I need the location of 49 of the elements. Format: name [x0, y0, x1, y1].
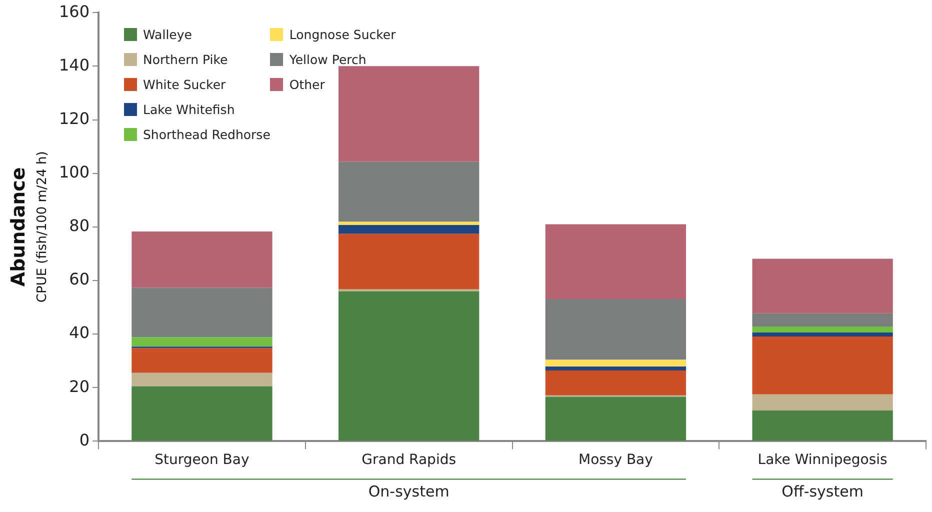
y-axis-title: Abundance CPUE (fish/100 m/24 h): [7, 151, 50, 303]
bar: [132, 288, 272, 338]
bar: [338, 234, 480, 290]
text: Off-system: [782, 482, 864, 501]
bar: [545, 360, 686, 366]
bar: [132, 337, 272, 347]
legend-label: Shorthead Redhorse: [143, 127, 270, 142]
bar: [752, 326, 893, 332]
y-tick-label: 140: [58, 55, 90, 74]
bar: [752, 313, 893, 327]
y-tick-label: 160: [58, 2, 90, 21]
legend-label: White Sucker: [143, 77, 226, 92]
bar: [545, 370, 686, 396]
bar: [545, 298, 686, 360]
bar: [752, 410, 893, 441]
y-tick-label: 120: [58, 108, 90, 128]
bar: [545, 366, 686, 370]
legend-label: Walleye: [143, 27, 192, 42]
x-tick-label: Sturgeon Bay: [154, 452, 250, 468]
bar: [132, 231, 272, 288]
bar: [338, 225, 480, 234]
bar: [338, 66, 480, 162]
legend-label: Longnose Sucker: [289, 27, 396, 42]
legend-label: Other: [289, 77, 325, 92]
bar: [545, 396, 686, 441]
bar: [545, 224, 686, 299]
bar: [338, 162, 480, 222]
text: On-system: [368, 482, 450, 501]
y-tick-label: 0: [79, 430, 90, 450]
bar: [132, 372, 272, 386]
bar: [338, 291, 480, 441]
y-tick-label: 20: [69, 376, 90, 396]
bar: [752, 258, 893, 314]
bar: [132, 348, 272, 373]
bar: [132, 386, 272, 441]
bar: [752, 394, 893, 410]
bar: [752, 336, 893, 394]
y-tick-label: 80: [69, 216, 90, 236]
bar: [338, 222, 480, 226]
legend-label: Northern Pike: [143, 52, 228, 67]
bar: [752, 332, 893, 336]
x-tick-label: Lake Winnipegosis: [758, 452, 888, 468]
legend-label: Yellow Perch: [289, 52, 366, 67]
x-tick-label: Grand Rapids: [362, 452, 456, 468]
y-tick-label: 100: [58, 162, 90, 182]
legend-label: Lake Whitefish: [143, 102, 235, 117]
y-tick-label: 60: [69, 270, 90, 289]
y-tick-label: 40: [69, 323, 90, 342]
x-tick-label: Mossy Bay: [578, 452, 653, 468]
